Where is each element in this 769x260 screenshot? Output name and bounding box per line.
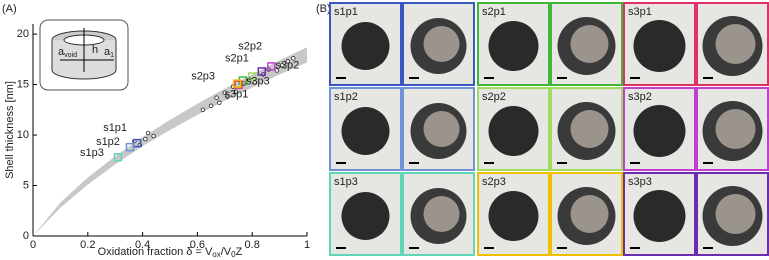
x-tick-label: 0.6 [190, 239, 205, 251]
particle-core [633, 20, 686, 72]
sample-label: s1p3 [80, 147, 104, 159]
inset-label: avoid [58, 46, 77, 59]
sample-panel: s2p2 [477, 87, 623, 171]
inset-label: a1 [104, 46, 114, 59]
data-point [291, 56, 296, 61]
sample-point [247, 72, 257, 81]
inset: avoid h a1 [39, 19, 129, 91]
sample-panel: s2p3 [477, 172, 623, 256]
data-point [222, 90, 227, 95]
x-label-part: Oxidation fraction δ = V [98, 246, 213, 258]
sample-point [113, 153, 123, 162]
sample-panel-label: s2p2 [482, 91, 506, 103]
particle-void [570, 110, 609, 148]
y-axis-label: Shell thickness [nm] [4, 81, 16, 179]
inset-label: h [92, 44, 98, 56]
data-point [145, 130, 151, 136]
inset-label-base: a [104, 46, 111, 58]
particle-void [570, 195, 609, 233]
particle-core [633, 190, 686, 242]
sample-label: s1p1 [103, 122, 127, 134]
particle-void [423, 26, 460, 62]
sample-panel: s2p1 [477, 2, 623, 86]
sample-label: s3p3 [246, 75, 270, 87]
x-label-part: ox [212, 250, 220, 259]
particle-core [341, 22, 390, 70]
sample-point [125, 142, 135, 152]
sample-panel-label: s3p2 [628, 91, 652, 103]
sample-label: s3p1 [225, 88, 249, 100]
particle-void [715, 24, 756, 64]
x-label-part: /V [221, 246, 232, 258]
inset-label-base: h [92, 44, 98, 56]
data-point [208, 103, 214, 108]
data-point [214, 95, 219, 100]
particle-void [423, 196, 460, 232]
x-label-part: Z [236, 246, 243, 258]
particle-core [488, 106, 539, 156]
x-label-part: 0 [231, 250, 236, 259]
x-tick-label: 0 [30, 239, 36, 251]
sample-panel: s3p3 [623, 172, 769, 256]
sample-panel: s3p1 [623, 2, 769, 86]
data-point [280, 63, 285, 68]
particle-core [488, 21, 539, 71]
y-tick-label: 20 [17, 28, 29, 40]
sample-panel: s3p2 [623, 87, 769, 171]
data-point [151, 133, 156, 139]
sample-panel-label: s2p1 [482, 6, 506, 18]
particle-void [423, 111, 460, 147]
particle-core [341, 107, 390, 155]
sample-point [232, 79, 242, 88]
x-tick-label: 0.4 [135, 239, 150, 251]
data-point [225, 94, 230, 99]
x-tick-label: 1 [304, 239, 310, 251]
sample-label: s2p2 [238, 40, 262, 52]
particle-core [488, 191, 539, 241]
sample-panel: s1p1 [329, 2, 475, 86]
panel-label: (A) [2, 3, 17, 15]
panel-label: (B) [316, 3, 331, 15]
data-point [217, 100, 222, 105]
sample-label: s1p2 [96, 136, 120, 148]
y-tick-label: 0 [23, 230, 29, 242]
x-axis-label: Oxidation fraction δ = Vox/V0Z [98, 246, 243, 259]
x-tick-label: 0.2 [80, 239, 95, 251]
sample-label: s2p3 [191, 70, 215, 82]
particle-void [715, 194, 756, 234]
sample-panel: s1p3 [329, 172, 475, 256]
data-point [252, 80, 258, 85]
y-tick-label: 5 [23, 179, 29, 191]
sample-point [257, 67, 267, 76]
sample-panel-label: s2p3 [482, 176, 506, 188]
particle-core [633, 105, 686, 157]
y-tick-label: 15 [17, 78, 29, 90]
inset-label-base: a [58, 46, 65, 58]
particle-void [715, 109, 756, 149]
particle-void [570, 25, 609, 63]
sample-panel-label: s3p1 [628, 6, 652, 18]
data-point [143, 136, 148, 142]
x-tick-label: 0.8 [245, 239, 260, 251]
inset-label-sub: 1 [110, 52, 114, 59]
sample-panel-label: s1p3 [334, 176, 358, 188]
particle-core [341, 192, 390, 240]
data-point [285, 59, 291, 64]
sample-panel-label: s1p1 [334, 6, 358, 18]
sample-label: s2p1 [225, 52, 249, 64]
sample-panel-label: s3p3 [628, 176, 652, 188]
y-tick-label: 10 [17, 129, 29, 141]
inset-label-sub: void [64, 52, 77, 59]
sample-label: s3p2 [275, 59, 299, 71]
sample-panel: s1p2 [329, 87, 475, 171]
data-point [233, 89, 238, 94]
sample-point [234, 80, 243, 89]
model-band [33, 47, 307, 236]
sample-point [267, 62, 276, 71]
data-point [200, 107, 206, 113]
sample-panel-label: s1p2 [334, 91, 358, 103]
